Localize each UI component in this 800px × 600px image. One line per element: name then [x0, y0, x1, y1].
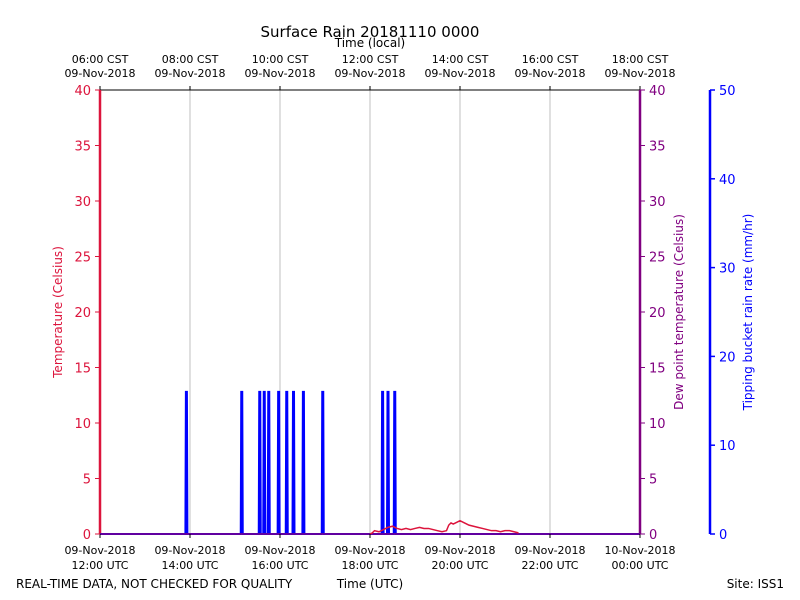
bottom-tick-label-date: 09-Nov-2018: [334, 544, 405, 557]
dewpoint-tick-label: 5: [649, 473, 657, 488]
y-axis-label-rain-rate: Tipping bucket rain rate (mm/hr): [741, 214, 755, 412]
chart-title: Surface Rain 20181110 0000: [261, 23, 480, 41]
top-tick-label-time: 08:00 CST: [162, 53, 219, 66]
top-tick-label-time: 18:00 CST: [612, 53, 669, 66]
top-tick-label-date: 09-Nov-2018: [514, 67, 585, 80]
dewpoint-tick-label: 25: [649, 251, 666, 266]
temperature-tick-label: 25: [74, 251, 91, 266]
plot-frame: [98, 89, 712, 535]
top-tick-label-time: 10:00 CST: [252, 53, 309, 66]
dewpoint-tick-label: 10: [649, 417, 666, 432]
top-tick-label-date: 09-Nov-2018: [604, 67, 675, 80]
top-tick-label-time: 14:00 CST: [432, 53, 489, 66]
dewpoint-tick-label: 35: [649, 140, 666, 155]
bottom-tick-label-date: 09-Nov-2018: [424, 544, 495, 557]
top-tick-label-date: 09-Nov-2018: [244, 67, 315, 80]
rain-rate-tick-label: 50: [719, 84, 736, 99]
rain-rate-tick-label: 40: [719, 173, 736, 188]
temperature-tick-label: 15: [74, 362, 91, 377]
bottom-tick-label-time: 18:00 UTC: [341, 559, 398, 572]
y-axis-label-temperature: Temperature (Celsius): [51, 246, 65, 379]
bottom-tick-label-date: 09-Nov-2018: [154, 544, 225, 557]
rain-rate-tick-label: 10: [719, 439, 736, 454]
tick-layer: 09-Nov-2018 12:00 UTC 09-Nov-2018 14:00 UTC…: [64, 53, 735, 572]
dewpoint-tick-label: 15: [649, 362, 666, 377]
bottom-tick-label-time: 14:00 UTC: [161, 559, 218, 572]
top-tick-label-date: 09-Nov-2018: [64, 67, 135, 80]
temperature-tick-label: 10: [74, 417, 91, 432]
top-tick-label-date: 09-Nov-2018: [424, 67, 495, 80]
bottom-tick-label-date: 10-Nov-2018: [604, 544, 675, 557]
top-tick-label-date: 09-Nov-2018: [154, 67, 225, 80]
x-axis-label: Time (UTC): [336, 577, 403, 591]
dewpoint-tick-label: 0: [649, 528, 657, 543]
dewpoint-tick-label: 30: [649, 195, 666, 210]
dewpoint-tick-label: 40: [649, 84, 666, 99]
dewpoint-tick-label: 20: [649, 306, 666, 321]
top-tick-label-time: 12:00 CST: [342, 53, 399, 66]
temperature-tick-label: 0: [83, 528, 91, 543]
quality-disclaimer: REAL-TIME DATA, NOT CHECKED FOR QUALITY: [16, 577, 293, 591]
top-tick-label-time: 06:00 CST: [72, 53, 129, 66]
rain-rate-tick-label: 30: [719, 262, 736, 277]
temperature-tick-label: 20: [74, 306, 91, 321]
y-axis-label-dewpoint: Dew point temperature (Celsius): [672, 214, 686, 410]
temperature-line: [369, 519, 519, 535]
site-label: Site: ISS1: [727, 577, 784, 591]
rain-rate-tick-label: 0: [719, 528, 727, 543]
top-axis-label: Time (local): [334, 36, 406, 50]
bottom-tick-label-time: 16:00 UTC: [251, 559, 308, 572]
bottom-tick-label-date: 09-Nov-2018: [514, 544, 585, 557]
bottom-tick-label-time: 00:00 UTC: [611, 559, 668, 572]
top-tick-label-date: 09-Nov-2018: [334, 67, 405, 80]
temperature-tick-label: 30: [74, 195, 91, 210]
bottom-tick-label-time: 22:00 UTC: [521, 559, 578, 572]
bottom-tick-label-date: 09-Nov-2018: [64, 544, 135, 557]
rain-rate-tick-label: 20: [719, 350, 736, 365]
temperature-tick-label: 5: [83, 473, 91, 488]
top-tick-label-time: 16:00 CST: [522, 53, 579, 66]
bottom-tick-label-time: 12:00 UTC: [71, 559, 128, 572]
temperature-tick-label: 35: [74, 140, 91, 155]
temperature-tick-label: 40: [74, 84, 91, 99]
bottom-tick-label-time: 20:00 UTC: [431, 559, 488, 572]
bottom-tick-label-date: 09-Nov-2018: [244, 544, 315, 557]
grid-lines: [189, 90, 551, 534]
